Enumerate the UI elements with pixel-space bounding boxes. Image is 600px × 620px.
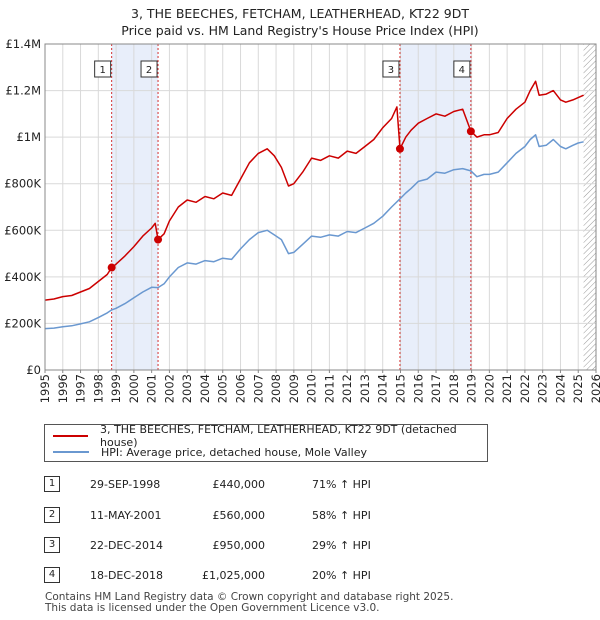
sale-2-label: 2 xyxy=(146,65,152,76)
x-tick-label: 2005 xyxy=(216,374,230,403)
sale-price: £440,000 xyxy=(212,478,266,491)
x-tick-label: 2006 xyxy=(234,374,248,403)
chart-title: 3, THE BEECHES, FETCHAM, LEATHERHEAD, KT… xyxy=(131,6,469,21)
footer-copyright: Contains HM Land Registry data © Crown c… xyxy=(45,591,454,603)
x-tick-label: 2014 xyxy=(376,374,390,403)
legend-item-hpi: HPI: Average price, detached house, Mole… xyxy=(53,444,367,460)
y-tick-label: £600K xyxy=(4,223,41,237)
sale-marker-box: 1 xyxy=(44,476,60,492)
plot-frame xyxy=(44,43,597,371)
sale-marker-box: 2 xyxy=(44,507,60,523)
sale-1-label: 1 xyxy=(99,65,105,76)
x-tick-label: 2003 xyxy=(180,374,194,403)
sale-3-point xyxy=(395,144,404,153)
y-tick-label: £0 xyxy=(26,363,41,377)
x-tick-label: 2016 xyxy=(411,374,425,403)
y-tick-label: £400K xyxy=(4,270,41,284)
x-tick-label: 2007 xyxy=(251,374,265,403)
y-tick-label: £1M xyxy=(16,130,41,144)
x-tick-label: 2024 xyxy=(553,374,567,403)
x-tick-label: 2023 xyxy=(536,374,550,403)
legend-swatch-hpi xyxy=(53,451,89,453)
legend: 3, THE BEECHES, FETCHAM, LEATHERHEAD, KT… xyxy=(44,423,488,462)
x-tick-label: 2026 xyxy=(589,374,600,403)
legend-label-property: 3, THE BEECHES, FETCHAM, LEATHERHEAD, KT… xyxy=(100,423,457,449)
footer-licence: This data is licensed under the Open Gov… xyxy=(45,602,380,614)
x-tick-label: 1998 xyxy=(91,374,105,403)
sale-3-label-box xyxy=(382,60,400,78)
x-tick-label: 2015 xyxy=(393,374,407,403)
x-tick-label: 2001 xyxy=(145,374,159,403)
x-tick-label: 2011 xyxy=(322,374,336,403)
x-tick-label: 2008 xyxy=(269,374,283,403)
x-tick-label: 1996 xyxy=(56,374,70,403)
legend-item-property: 3, THE BEECHES, FETCHAM, LEATHERHEAD, KT… xyxy=(53,423,487,449)
price-chart: 1 2 3 4 £0 £200K £400K £600K £800K £1M £1.2M £1.4M 1… xyxy=(4,37,600,403)
sale-row-2: 2 11-MAY-2001 £560,000 58% ↑ HPI xyxy=(0,507,600,527)
x-tick-label: 2000 xyxy=(127,374,141,403)
x-tick-label: 2013 xyxy=(358,374,372,403)
shaded-period-2 xyxy=(399,44,471,370)
sale-2-point xyxy=(154,235,163,244)
x-tick-label: 2009 xyxy=(287,374,301,403)
sale-row-4: 4 18-DEC-2018 £1,025,000 20% ↑ HPI xyxy=(0,567,600,587)
x-tick-label: 2019 xyxy=(465,374,479,403)
y-tick-label: £1.4M xyxy=(5,37,41,51)
x-tick-label: 2002 xyxy=(162,374,176,403)
sale-price: £560,000 xyxy=(212,509,266,522)
legend-swatch-property xyxy=(53,435,89,437)
hpi-line xyxy=(44,134,584,330)
x-tick-label: 2018 xyxy=(447,374,461,403)
sale-date: 22-DEC-2014 xyxy=(90,539,164,552)
sale-marker-box: 4 xyxy=(44,567,60,583)
sale-1-point xyxy=(107,263,116,272)
sale-date: 11-MAY-2001 xyxy=(90,509,162,522)
x-tick-label: 1997 xyxy=(74,374,88,403)
sale-4-point xyxy=(466,127,475,136)
y-tick-label: £200K xyxy=(4,316,41,330)
x-tick-label: 2020 xyxy=(482,374,496,403)
sale-hpi-change: 20% ↑ HPI xyxy=(312,569,371,582)
sale-4-label-box xyxy=(453,60,471,78)
sale-hpi-change: 29% ↑ HPI xyxy=(312,539,371,552)
shaded-period-1 xyxy=(111,44,159,370)
legend-label-hpi: HPI: Average price, detached house, Mole… xyxy=(101,445,367,459)
x-tick-label: 2004 xyxy=(198,374,212,403)
sale-price: £950,000 xyxy=(212,539,266,552)
sale-3-label: 3 xyxy=(388,65,394,76)
sale-1-label-box xyxy=(94,60,112,78)
x-tick-label: 2022 xyxy=(518,374,532,403)
x-tick-label: 2010 xyxy=(305,374,319,403)
chart-subtitle: Price paid vs. HM Land Registry's House … xyxy=(121,23,479,38)
sale-row-3: 3 22-DEC-2014 £950,000 29% ↑ HPI xyxy=(0,537,600,557)
y-tick-label: £1.2M xyxy=(5,84,41,98)
y-tick-label: £800K xyxy=(4,177,41,191)
sale-date: 18-DEC-2018 xyxy=(90,569,164,582)
sale-4-label: 4 xyxy=(459,65,465,76)
sale-2-label-box xyxy=(140,60,158,78)
sale-hpi-change: 71% ↑ HPI xyxy=(312,478,371,491)
sale-hpi-change: 58% ↑ HPI xyxy=(312,509,371,522)
x-tick-label: 2025 xyxy=(571,374,585,403)
property-price-line xyxy=(44,80,584,301)
forecast-hatch-region xyxy=(583,44,596,370)
x-tick-label: 2017 xyxy=(429,374,443,403)
x-tick-label: 2012 xyxy=(340,374,354,403)
x-tick-label: 2021 xyxy=(500,374,514,403)
sale-price: £1,025,000 xyxy=(202,569,265,582)
x-tick-label: 1995 xyxy=(38,374,52,403)
sale-row-1: 1 29-SEP-1998 £440,000 71% ↑ HPI xyxy=(0,476,600,496)
x-tick-label: 1999 xyxy=(109,374,123,403)
sale-marker-box: 3 xyxy=(44,537,60,553)
sale-date: 29-SEP-1998 xyxy=(90,478,161,491)
